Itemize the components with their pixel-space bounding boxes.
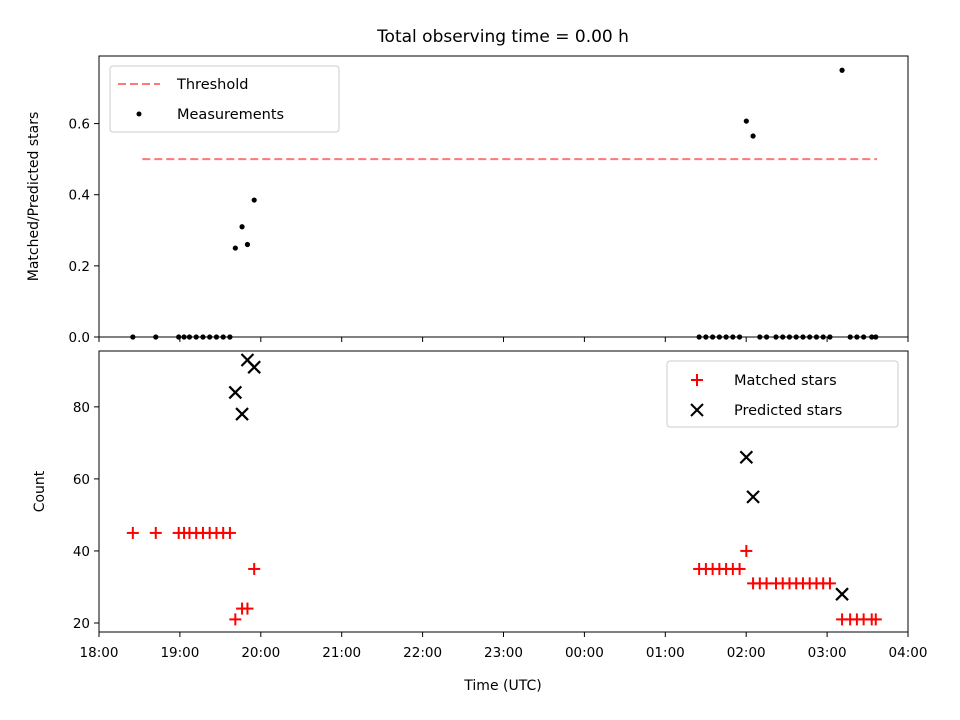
- top-y-tick-label: 0.6: [69, 117, 90, 133]
- top-y-tick-label: 0.2: [69, 259, 90, 275]
- matched-star-point: [229, 613, 242, 626]
- legend-predicted-swatch: [690, 403, 704, 417]
- measurement-point: [227, 334, 233, 340]
- bottom-y-tick-label: 40: [73, 544, 90, 560]
- predicted-star-point: [235, 407, 249, 421]
- legend-measurements-label: Measurements: [177, 107, 284, 123]
- bottom-y-axis-label: Count: [32, 470, 48, 512]
- matched-star-point: [149, 526, 162, 539]
- measurement-point: [181, 334, 187, 340]
- measurement-point: [743, 118, 749, 124]
- legend-matched-label: Matched stars: [734, 373, 837, 389]
- top-legend: Threshold Measurements: [109, 65, 340, 133]
- measurement-point: [786, 334, 793, 340]
- measurement-point: [750, 133, 756, 139]
- bottom-y-tick-label: 80: [73, 400, 90, 416]
- x-tick-label: 04:00: [889, 645, 928, 661]
- matched-star-point: [869, 613, 882, 626]
- measurement-point: [763, 334, 770, 340]
- matched-star-point: [823, 577, 836, 590]
- measurement-point: [703, 334, 709, 340]
- measurement-point: [757, 334, 763, 340]
- measurement-point: [716, 334, 722, 340]
- x-axis-label: Time (UTC): [463, 678, 541, 694]
- matched-star-point: [126, 526, 139, 539]
- measurement-point: [176, 334, 182, 340]
- predicted-star-point: [247, 360, 261, 374]
- predicted-star-point: [835, 587, 849, 601]
- matched-star-point: [733, 562, 746, 575]
- matched-star-point: [241, 602, 254, 615]
- x-tick-label: 19:00: [160, 645, 199, 661]
- legend-predicted-label: Predicted stars: [734, 403, 842, 419]
- measurement-point: [723, 334, 729, 340]
- measurement-point: [736, 334, 743, 340]
- measurement-point: [869, 334, 875, 340]
- x-tick-label: 00:00: [565, 645, 604, 661]
- bottom-legend: Matched stars Predicted stars: [666, 360, 899, 428]
- measurement-point: [847, 334, 853, 340]
- x-tick-label: 22:00: [403, 645, 442, 661]
- measurement-point: [854, 334, 860, 340]
- matched-star-point: [740, 544, 753, 557]
- x-tick-label: 02:00: [727, 645, 766, 661]
- measurement-point: [130, 334, 136, 340]
- measurement-point: [193, 334, 199, 340]
- top-y-tick-label: 0.0: [69, 330, 90, 346]
- bottom-legend-box: [666, 360, 899, 428]
- measurement-point: [820, 334, 826, 340]
- measurement-point: [780, 334, 786, 340]
- x-tick-label: 01:00: [646, 645, 685, 661]
- top-y-axis-label: Matched/Predicted stars: [26, 112, 42, 282]
- x-tick-label: 23:00: [484, 645, 523, 661]
- measurement-point: [773, 334, 779, 340]
- measurement-point: [793, 334, 799, 340]
- measurement-point: [730, 334, 736, 340]
- measurement-point: [813, 334, 820, 340]
- measurement-point: [827, 334, 833, 340]
- measurement-point: [696, 334, 702, 340]
- measurement-point: [207, 334, 213, 340]
- matched-star-point: [223, 526, 236, 539]
- measurement-point: [244, 241, 251, 248]
- x-tick-label: 18:00: [80, 645, 119, 661]
- measurement-point: [153, 334, 159, 340]
- x-tick-label: 03:00: [808, 645, 847, 661]
- predicted-star-point: [746, 490, 760, 504]
- legend-threshold-label: Threshold: [176, 77, 248, 93]
- legend-measurements-swatch: [136, 111, 142, 117]
- measurement-point: [239, 224, 245, 230]
- x-tick-label: 21:00: [322, 645, 361, 661]
- measurement-point: [807, 334, 813, 340]
- measurement-point: [200, 334, 206, 340]
- top-legend-box: [109, 65, 340, 133]
- predicted-star-point: [739, 450, 754, 465]
- bottom-y-tick-label: 20: [73, 616, 90, 632]
- top-y-tick-label: 0.4: [69, 188, 90, 204]
- predicted-star-point: [228, 385, 243, 400]
- legend-matched-swatch: [691, 374, 703, 386]
- bottom-y-tick-label: 60: [73, 472, 90, 488]
- measurement-point: [710, 334, 716, 340]
- matched-star-point: [248, 562, 261, 575]
- measurement-point: [873, 334, 879, 340]
- chart-title: Total observing time = 0.00 h: [376, 27, 629, 47]
- measurement-point: [186, 334, 193, 340]
- x-tick-label: 20:00: [241, 645, 280, 661]
- measurement-point: [232, 245, 238, 251]
- measurement-point: [213, 334, 220, 340]
- measurement-point: [220, 334, 226, 340]
- measurement-point: [800, 334, 806, 340]
- measurement-point: [861, 334, 867, 340]
- measurement-point: [839, 67, 845, 73]
- measurement-point: [251, 197, 257, 203]
